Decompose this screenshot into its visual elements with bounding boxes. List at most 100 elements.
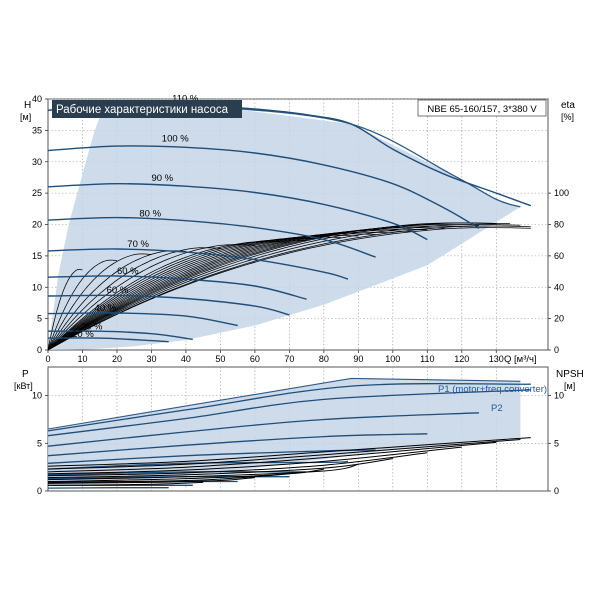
head-curve (47, 145, 480, 229)
y2-tick-label: 80 (554, 220, 564, 230)
eta-curve (47, 259, 118, 351)
speed-labels: 110 % 100 % 90 % 80 % 70 % 60 % 60 % 40 % 25 %20… (72, 94, 199, 340)
eta-curve (47, 236, 342, 351)
y2-tick-label: 60 (554, 251, 564, 261)
head-curve (47, 330, 193, 340)
head-curve (47, 216, 376, 258)
p1-label: P1 (motor+freq.converter) (438, 384, 547, 395)
p-tick-label: 0 (37, 486, 42, 496)
title-box (52, 100, 242, 118)
eta-curve (47, 231, 393, 351)
h-axis-ticks: 0 5 10 15 20 25 30 35 40 (32, 94, 48, 355)
power-region-edge (47, 377, 521, 430)
chart-title: Рабочие характеристики насоса (56, 104, 229, 116)
speed-label: 70 % (127, 239, 149, 250)
x-tick-label: 10 (77, 354, 87, 364)
eta-curves (47, 222, 531, 351)
power-curve (47, 382, 531, 432)
npsh-curve (47, 441, 497, 473)
power-curve (47, 389, 531, 437)
eta-curve (47, 224, 521, 351)
npsh-curve (47, 473, 290, 483)
q-axis-label: Q [м³/ч] (504, 354, 537, 365)
eta-curve (47, 250, 186, 351)
p-axis-ticks: 0 5 10 (32, 391, 48, 496)
speed-label: 40 % (95, 303, 117, 314)
eta-curve (47, 269, 83, 351)
y2-tick-label: 0 (554, 345, 559, 355)
y-tick-label: 20 (32, 220, 42, 230)
npsh-curve (47, 437, 531, 467)
npsh-axis-ticks: 0 5 10 (548, 391, 564, 496)
eta-axis-unit: [%] (561, 112, 574, 122)
x-tick-label: 40 (181, 354, 191, 364)
x-tick-label: 20 (112, 354, 122, 364)
npsh-curve (47, 468, 324, 482)
y-tick-label: 25 (32, 188, 42, 198)
p2-label: P2 (491, 403, 503, 414)
y-tick-label: 40 (32, 94, 42, 104)
head-curve (47, 337, 169, 343)
npsh-curve (47, 439, 521, 470)
p-axis-unit: [кВт] (14, 381, 33, 391)
head-curves (47, 103, 532, 343)
y2-tick-label: 20 (554, 314, 564, 324)
y-tick-label: 30 (32, 157, 42, 167)
eta-curve (47, 222, 497, 351)
speed-label: 25 % (81, 321, 103, 332)
npsh-curves (47, 437, 531, 486)
eta-curve (47, 244, 255, 351)
npsh-curve (47, 477, 255, 484)
x-tick-label: 90 (353, 354, 363, 364)
eta-curve (47, 227, 531, 351)
speed-label: 60 % (117, 266, 139, 277)
y2-tick-label: 40 (554, 282, 564, 292)
y2-tick-label: 100 (554, 188, 569, 198)
h-axis-unit: [м] (20, 112, 31, 122)
x-tick-label: 60 (250, 354, 260, 364)
eta-curve (47, 222, 511, 351)
eta-curve (47, 233, 376, 351)
npsh-tick-label: 0 (554, 486, 559, 496)
eta-curve (47, 225, 531, 351)
h-axis-label: H (24, 100, 31, 111)
power-curve (47, 460, 349, 470)
p-axis-label: P (22, 369, 29, 380)
power-curve (47, 412, 480, 447)
head-curve (47, 312, 238, 327)
npsh-tick-label: 5 (554, 438, 559, 448)
x-tick-label: 50 (215, 354, 225, 364)
npsh-curve (47, 446, 462, 475)
speed-label: 80 % (139, 208, 161, 219)
x-tick-label: 130 (489, 354, 504, 364)
x-tick-label: 30 (146, 354, 156, 364)
y-tick-label: 0 (37, 345, 42, 355)
x-tick-label: 80 (319, 354, 329, 364)
power-region-edge (47, 377, 521, 430)
model-label: NBE 65-160/157, 3*380 V (427, 104, 537, 115)
head-curve (47, 248, 349, 280)
eta-axis-label: eta (561, 100, 575, 111)
x-tick-label: 120 (454, 354, 469, 364)
eta-curve (47, 230, 411, 351)
head-curve (47, 275, 307, 300)
eta-curve (47, 227, 445, 351)
y-tick-label: 10 (32, 282, 42, 292)
y-tick-label: 5 (37, 314, 42, 324)
p-tick-label: 5 (37, 438, 42, 448)
speed-label: 100 % (162, 134, 189, 145)
npsh-curve (47, 481, 204, 486)
x-tick-label: 0 (45, 354, 50, 364)
x-tick-label: 110 (420, 354, 434, 364)
npsh-curve (47, 458, 393, 479)
eta-curve (47, 224, 480, 351)
power-panel: 0 5 10 0 5 10 P [кВт] NPSH [м] P1 (motor+fre… (14, 366, 584, 496)
q-axis-ticks: 0 10 20 30 40 50 60 70 80 90 100 110 120 130 (45, 350, 504, 364)
npsh-tick-label: 10 (554, 391, 564, 401)
head-curve (47, 182, 428, 241)
eta-curve (47, 253, 152, 351)
speed-label: 110 % (172, 94, 199, 105)
npsh-axis-unit: [м] (564, 381, 575, 391)
y-tick-label: 35 (32, 125, 42, 135)
